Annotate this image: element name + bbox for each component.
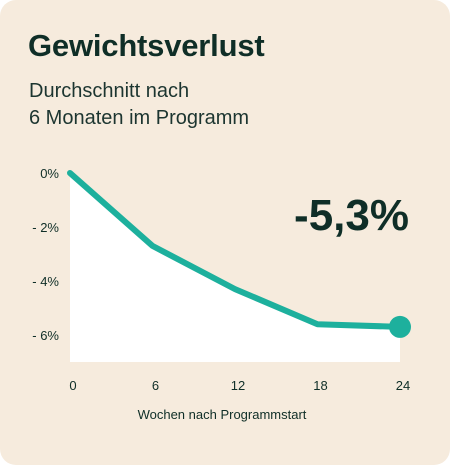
chart-subtitle-line-1: Durchschnitt nach — [29, 80, 190, 102]
plot-area — [70, 148, 400, 362]
chart-title: Gewichtsverlust — [28, 28, 265, 63]
x-tick-label: 0 — [69, 378, 76, 393]
x-axis-label: Wochen nach Programmstart — [138, 407, 307, 422]
y-axis-ticks: 0% - 2% - 4% - 6% — [32, 166, 59, 343]
y-tick-label: - 2% — [32, 220, 59, 235]
x-tick-label: 12 — [231, 378, 245, 393]
highlight-value: -5,3% — [294, 191, 409, 240]
y-tick-label: 0% — [40, 166, 59, 181]
y-tick-label: - 4% — [32, 274, 59, 289]
series-line — [67, 170, 403, 330]
x-axis-ticks: 0 6 12 18 24 — [69, 378, 410, 393]
x-tick-label: 6 — [152, 378, 159, 393]
x-tick-label: 24 — [396, 378, 410, 393]
x-tick-label: 18 — [313, 378, 327, 393]
chart-subtitle: Durchschnitt nach 6 Monaten im Programm — [29, 78, 429, 132]
series-end-marker — [389, 315, 411, 338]
chart-subtitle-line-2: 6 Monaten im Programm — [29, 107, 250, 129]
y-tick-label: - 6% — [32, 328, 59, 343]
